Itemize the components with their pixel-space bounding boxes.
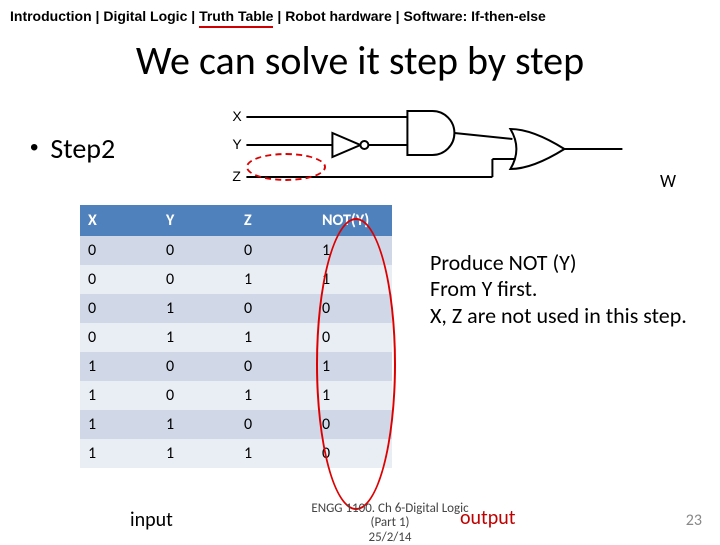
table-header-row: XYZNOT(Y) — [80, 205, 392, 236]
table-row: 0110 — [80, 323, 392, 352]
page-title: We can solve it step by step — [0, 36, 720, 85]
bullet-icon: • — [30, 134, 38, 162]
breadcrumb: Introduction | Digital Logic | Truth Tab… — [0, 0, 720, 28]
truth-table: XYZNOT(Y) 0001 0011 0100 0110 1001 1011 … — [80, 205, 720, 468]
step-row: • Step2 X Y Z — [0, 103, 720, 193]
svg-text:Y: Y — [233, 136, 243, 152]
output-label: output — [460, 506, 515, 530]
slide-number: 23 — [686, 511, 702, 530]
table-row: 0001 — [80, 236, 392, 265]
svg-text:X: X — [233, 108, 243, 124]
explanation-note: Produce NOT (Y) From Y first. X, Z are n… — [430, 250, 700, 329]
input-label: input — [130, 508, 173, 532]
table-row: 1001 — [80, 352, 392, 381]
output-w-label: W — [660, 170, 676, 192]
table-row: 1011 — [80, 381, 392, 410]
table-row: 0100 — [80, 294, 392, 323]
svg-text:Z: Z — [233, 168, 242, 184]
table-row: 1110 — [80, 439, 392, 468]
logic-circuit-diagram: X Y Z — [145, 103, 720, 193]
table-row: 1100 — [80, 410, 392, 439]
table-row: 0011 — [80, 265, 392, 294]
step-label: Step2 — [50, 131, 115, 166]
footer-text: ENGG 1100. Ch 6-Digital Logic (Part 1) 2… — [300, 502, 480, 545]
